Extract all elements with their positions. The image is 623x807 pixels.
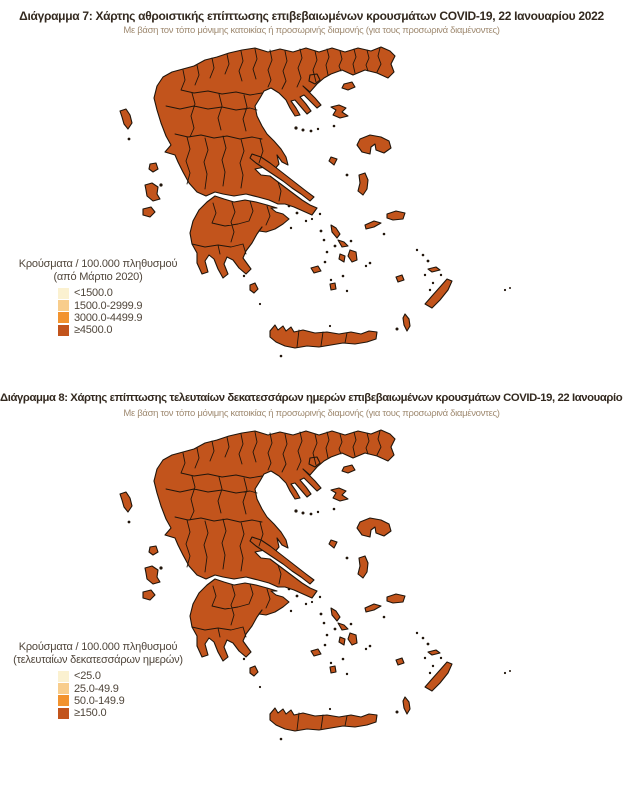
legend-title-line2: (από Μάρτιο 2020): [53, 270, 143, 283]
figure-7-subtitle: Με βάση τον τόπο μόνιμης κατοικίας ή προ…: [123, 25, 500, 36]
legend-swatch-class2: [58, 300, 69, 312]
legend-swatch-class3: [58, 312, 69, 324]
figure-7-title: Διάγραμμα 7: Χάρτης αθροιστικής επίπτωση…: [19, 9, 604, 23]
legend-label-class2: 25.0-49.9: [74, 682, 119, 695]
figure-8-title: Διάγραμμα 8: Χάρτης επίπτωσης τελευταίων…: [0, 392, 623, 404]
legend-14day: Κρούσματα / 100.000 πληθυσμού (τελευταίω…: [3, 641, 193, 719]
legend-label-class4: ≥4500.0: [74, 324, 113, 337]
figure-8-subtitle: Με βάση τον τόπο μόνιμης κατοικίας ή προ…: [123, 408, 500, 419]
legend-swatch-class3: [58, 695, 69, 707]
legend-swatch-class2: [58, 683, 69, 695]
legend-label-class3: 3000.0-4499.9: [74, 311, 143, 324]
legend-swatch-class4: [58, 707, 69, 719]
legend-cumulative: Κρούσματα / 100.000 πληθυσμού (από Μάρτι…: [3, 258, 193, 336]
legend-label-class1: <1500.0: [74, 287, 113, 300]
legend-item: <25.0: [58, 670, 193, 682]
legend-swatch-class4: [58, 324, 69, 336]
legend-swatch-class1: [58, 670, 69, 682]
legend-item: 3000.0-4499.9: [58, 312, 193, 324]
legend-label-class3: 50.0-149.9: [74, 694, 125, 707]
legend-item: <1500.0: [58, 287, 193, 299]
legend-label-class1: <25.0: [74, 670, 101, 683]
figure-7-section: Διάγραμμα 7: Χάρτης αθροιστικής επίπτωση…: [0, 0, 623, 382]
legend-label-class4: ≥150.0: [74, 707, 107, 720]
figure-8-section: Διάγραμμα 8: Χάρτης επίπτωσης τελευταίων…: [0, 383, 623, 765]
legend-item: 1500.0-2999.9: [58, 299, 193, 312]
legend-title-line1: Κρούσματα / 100.000 πληθυσμού: [18, 641, 178, 653]
legend-title-line1: Κρούσματα / 100.000 πληθυσμού: [18, 258, 178, 270]
legend-item: ≥4500.0: [58, 324, 193, 336]
legend-swatch-class1: [58, 287, 69, 299]
legend-item: ≥150.0: [58, 707, 193, 719]
legend-title-line2: (τελευταίων δεκατεσσάρων ημερών): [13, 653, 183, 666]
legend-item: 50.0-149.9: [58, 695, 193, 707]
legend-label-class2: 1500.0-2999.9: [74, 299, 143, 312]
legend-item: 25.0-49.9: [58, 682, 193, 695]
